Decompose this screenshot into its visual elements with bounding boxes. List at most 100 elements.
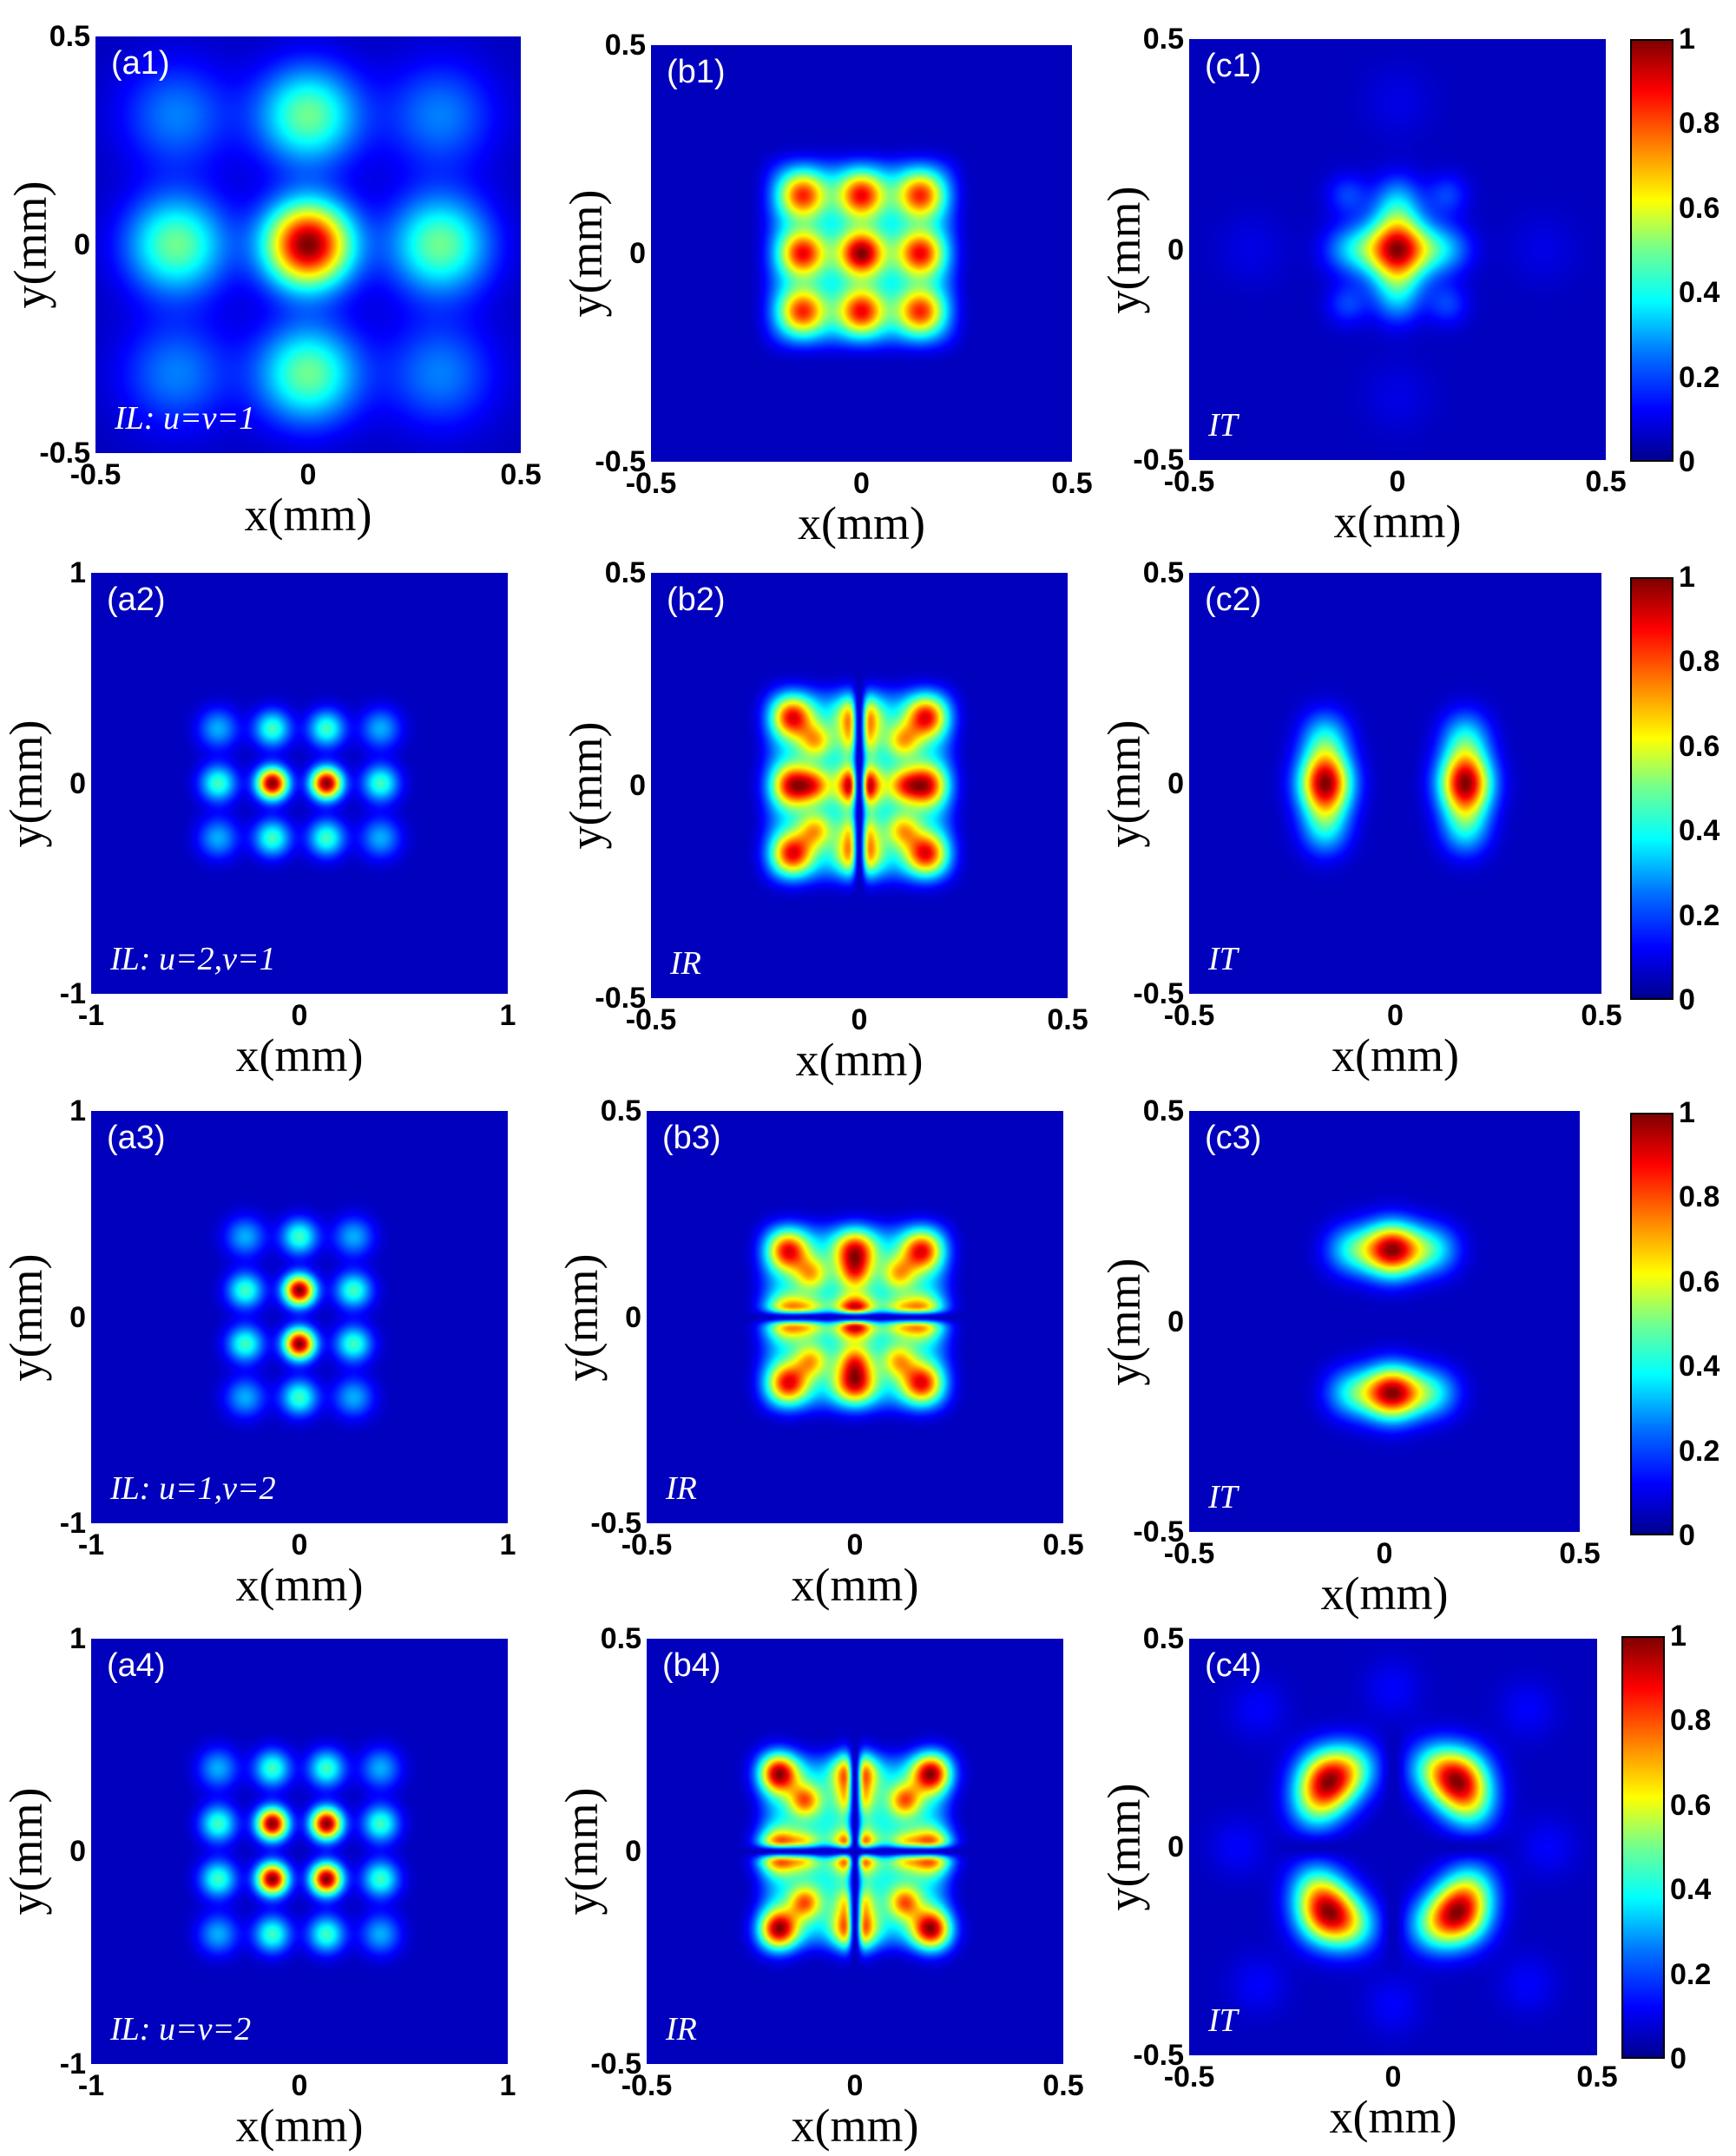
panel-label-a1: (a1) [111, 45, 170, 82]
x-tick-label: 0 [846, 2069, 864, 2102]
x-tick-label: 0 [291, 2069, 308, 2102]
y-tick-label: 0 [625, 1835, 641, 1868]
colorbar [1621, 1636, 1665, 2059]
panel-label-c3: (c3) [1205, 1120, 1262, 1156]
y-axis-label: y(mm) [556, 1253, 608, 1381]
y-tick-label: 1 [69, 1094, 86, 1127]
intensity-image-a4 [91, 1639, 508, 2064]
y-tick-label: -0.5 [595, 445, 646, 478]
intensity-image-b1 [651, 45, 1072, 462]
x-tick-label: -0.5 [1163, 465, 1215, 498]
x-axis-label: x(mm) [798, 497, 925, 549]
x-tick-label: -0.5 [1163, 1537, 1215, 1570]
colorbar-tick-label: 0.4 [1679, 276, 1720, 310]
colorbar [1630, 577, 1674, 1000]
intensity-image-c3 [1189, 1111, 1580, 1532]
colorbar-tick-label: 0 [1679, 445, 1695, 478]
panel-label-c1: (c1) [1205, 48, 1262, 84]
heatmap-a4: (a4) IL: u=v=2 [91, 1639, 508, 2064]
x-tick-label: 0.5 [1047, 1003, 1088, 1036]
x-tick-label: 0 [1376, 1537, 1393, 1570]
y-tick-label: 0 [1167, 766, 1184, 800]
x-axis-label: x(mm) [235, 1559, 364, 1611]
intensity-label-c3: IT [1208, 1479, 1238, 1515]
y-axis-label: y(mm) [4, 181, 56, 309]
heatmap-b2: (b2) IR [651, 573, 1068, 998]
intensity-image-a3 [91, 1111, 508, 1523]
x-tick-label: -1 [77, 2069, 105, 2102]
intensity-label-b2: IR [670, 945, 701, 982]
intensity-label-b3: IR [666, 1470, 697, 1507]
x-tick-label: -0.5 [69, 458, 122, 491]
colorbar-tick-label: 0.6 [1679, 191, 1720, 225]
panel-label-a2: (a2) [107, 582, 166, 618]
colorbar-tick-label: 0.2 [1670, 1957, 1712, 1991]
colorbar [1630, 39, 1674, 462]
x-tick-label: -0.5 [625, 467, 677, 500]
colorbar-tick-label: 1 [1679, 23, 1695, 56]
panel-label-a3: (a3) [107, 1120, 166, 1156]
x-tick-label: 0.5 [1576, 2061, 1618, 2094]
intensity-image-c1 [1189, 39, 1606, 460]
x-tick-label: 0.5 [500, 458, 542, 491]
y-tick-label: 0.5 [600, 1622, 641, 1655]
intensity-image-b3 [647, 1111, 1063, 1523]
y-tick-label: 0.5 [49, 20, 90, 53]
heatmap-c2: (c2) IT [1189, 573, 1601, 994]
intensity-image-a2 [91, 573, 508, 994]
intensity-label-c1: IT [1208, 407, 1238, 444]
heatmap-a1: (a1) IL: u=v=1 [95, 36, 521, 453]
heatmap-b3: (b3) IR [647, 1111, 1063, 1523]
colorbar-tick-label: 0.6 [1679, 729, 1720, 763]
y-tick-label: -0.5 [1133, 1515, 1184, 1548]
y-tick-label: 0 [1167, 1831, 1184, 1863]
y-tick-label: 0 [1167, 1305, 1184, 1338]
y-tick-label: 1 [69, 1622, 86, 1655]
colorbar-tick-label: 1 [1679, 561, 1695, 594]
colorbar-tick-label: 1 [1670, 1620, 1687, 1653]
x-tick-label: -1 [77, 1528, 105, 1561]
y-tick-label: -1 [59, 1507, 86, 1540]
x-tick-label: 1 [499, 2069, 516, 2102]
heatmap-c4: (c4) IT [1189, 1639, 1597, 2055]
y-tick-label: 0 [625, 1300, 641, 1334]
heatmap-a2: (a2) IL: u=2,v=1 [91, 573, 508, 994]
x-tick-label: -0.5 [621, 1528, 673, 1561]
x-tick-label: 1 [499, 1528, 516, 1561]
x-axis-label: x(mm) [1332, 1029, 1459, 1081]
y-tick-label: -0.5 [590, 2048, 641, 2080]
y-tick-label: -0.5 [590, 1507, 641, 1540]
panel-label-b3: (b3) [662, 1120, 721, 1156]
y-tick-label: 0.5 [1142, 556, 1184, 589]
intensity-label-a4: IL: u=v=2 [110, 2011, 252, 2048]
panel-label-c4: (c4) [1205, 1647, 1262, 1684]
intensity-label-a1: IL: u=v=1 [115, 400, 256, 437]
x-tick-label: 0.5 [1581, 999, 1622, 1032]
panel-label-b1: (b1) [667, 54, 726, 90]
y-tick-label: 0.5 [1142, 1094, 1184, 1127]
y-axis-label: y(mm) [0, 720, 52, 847]
x-axis-label: x(mm) [791, 1559, 919, 1611]
y-axis-label: y(mm) [560, 189, 612, 318]
x-tick-label: 0 [299, 458, 317, 491]
colorbar-tick-label: 0.8 [1679, 645, 1720, 679]
x-tick-label: 0 [1389, 465, 1406, 498]
y-tick-label: -0.5 [1133, 444, 1184, 477]
y-tick-label: 0 [629, 237, 646, 270]
x-axis-label: x(mm) [1329, 2091, 1457, 2143]
x-tick-label: 0 [291, 1528, 308, 1561]
y-tick-label: 0.5 [1142, 23, 1184, 56]
x-tick-label: 0 [846, 1528, 864, 1561]
panel-label-a4: (a4) [107, 1647, 166, 1684]
colorbar-tick-label: 0.2 [1679, 898, 1720, 932]
x-axis-label: x(mm) [791, 2100, 919, 2152]
colorbar-tick-label: 0.6 [1670, 1788, 1712, 1822]
colorbar-tick-label: 0.2 [1679, 1434, 1720, 1468]
y-axis-label: y(mm) [560, 721, 612, 850]
y-tick-label: -1 [59, 2048, 86, 2080]
intensity-image-b4 [647, 1639, 1063, 2064]
y-axis-label: y(mm) [0, 1787, 52, 1916]
intensity-label-a3: IL: u=1,v=2 [110, 1470, 276, 1507]
heatmap-b1: (b1) [651, 45, 1072, 462]
x-tick-label: 0.5 [1051, 467, 1093, 500]
